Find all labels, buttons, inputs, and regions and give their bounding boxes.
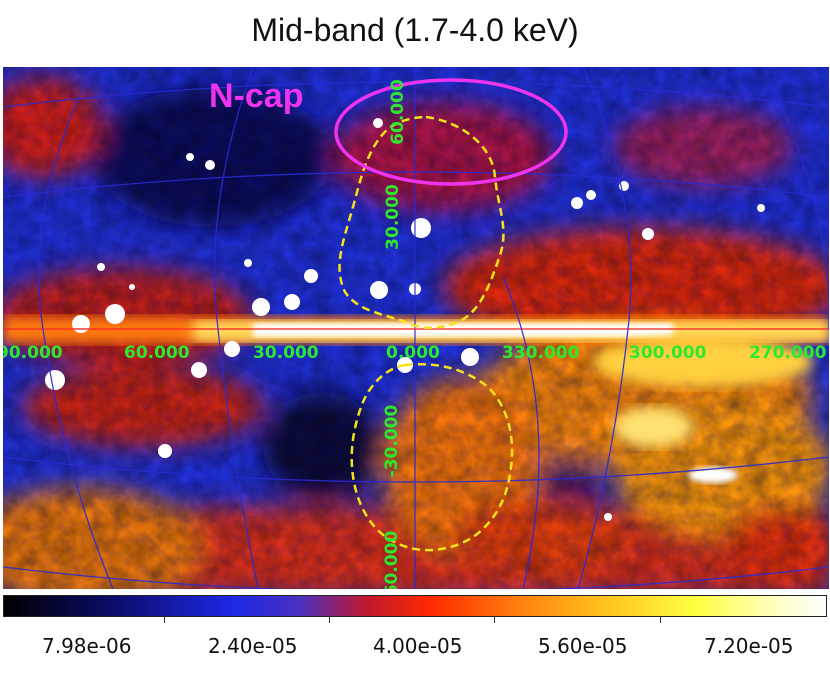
- latitude-label-minus-30: -30.000: [382, 404, 402, 478]
- colorbar-label: 2.40e-05: [208, 634, 298, 658]
- colorbar-tick: [329, 616, 330, 623]
- coordinate-grid: [3, 67, 829, 589]
- bubble-contours: [338, 115, 514, 552]
- latitude-label-60: 60.000: [388, 79, 408, 145]
- colorbar: [3, 595, 827, 617]
- sky-map[interactable]: N-cap 90.000 60.000 30.000 0.000 330.000…: [3, 67, 829, 589]
- colorbar-label: 7.98e-06: [42, 634, 132, 658]
- longitude-label-0: 0.000: [386, 343, 440, 363]
- longitude-label-30: 30.000: [253, 343, 319, 363]
- colorbar-label: 5.60e-05: [538, 634, 628, 658]
- colorbar-tick: [164, 616, 165, 623]
- map-title: Mid-band (1.7-4.0 keV): [251, 12, 579, 48]
- longitude-label-270: 270.000: [749, 343, 827, 363]
- colorbar-label: 7.20e-05: [704, 634, 794, 658]
- longitude-label-300: 300.000: [629, 343, 707, 363]
- longitude-label-90: 90.000: [3, 343, 63, 363]
- galactic-plane: [3, 317, 829, 483]
- colorbar-tick: [660, 616, 661, 623]
- colorbar-tick: [494, 616, 495, 623]
- latitude-label-30: 30.000: [383, 184, 403, 250]
- colorbar-label: 4.00e-05: [373, 634, 463, 658]
- longitude-label-330: 330.000: [502, 343, 580, 363]
- latitude-label-minus-60: -60.000: [382, 530, 402, 589]
- longitude-label-60: 60.000: [124, 343, 190, 363]
- n-cap-region[interactable]: [334, 78, 568, 186]
- n-cap-label: N-cap: [209, 77, 304, 115]
